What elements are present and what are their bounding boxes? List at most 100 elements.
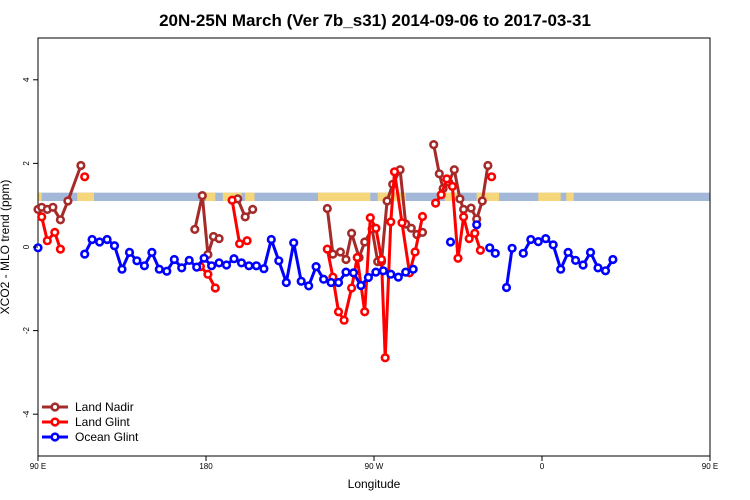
data-point [214,258,224,268]
data-point [593,263,603,273]
data-point [248,204,258,214]
data-point [501,282,512,293]
data-point [397,218,407,228]
data-point [431,198,441,208]
data-point [556,264,566,274]
data-point [406,223,416,233]
series-ocean-glint [33,220,618,293]
data-point [266,234,276,245]
data-point [578,260,588,270]
series-line [505,248,514,288]
data-point [389,167,400,177]
data-point [333,277,344,288]
data-point [442,174,452,184]
data-point [455,194,465,204]
y-tick-label: -2 [22,326,31,334]
data-point [240,212,250,222]
data-point [289,238,299,248]
land-band-segment [206,192,216,202]
data-point [80,249,90,259]
data-point [236,258,247,268]
legend-label: Land Nadir [75,400,134,414]
data-point [139,261,149,271]
x-axis-label: Longitude [348,477,401,491]
data-point [382,196,392,206]
data-point [102,234,112,245]
data-point [162,266,172,276]
data-point [203,269,213,279]
data-point [322,244,332,254]
data-point [570,255,581,266]
data-point [352,252,362,263]
data-point [380,353,390,363]
data-point [378,266,388,276]
data-point [548,240,558,250]
data-point [401,267,411,277]
data-point [221,260,232,270]
data-point [341,254,351,265]
data-point [600,266,611,276]
data-point [470,228,480,238]
data-point [376,254,387,265]
data-point [87,234,97,245]
data-point [244,261,254,271]
y-tick-label: 2 [22,161,31,166]
data-point [434,169,444,179]
data-point [274,256,284,266]
data-point [210,283,220,293]
data-point [518,248,528,258]
data-point [365,213,375,223]
data-point [410,247,420,257]
series-land-glint [37,167,497,363]
data-point [447,181,458,191]
land-band-segment [476,192,500,202]
data-point [154,264,164,274]
data-point [304,281,314,291]
data-point [42,236,52,246]
data-point [483,160,493,171]
data-point [124,247,135,257]
data-point [541,234,551,244]
data-point [360,237,370,247]
data-point [371,267,381,277]
data-point [417,211,428,222]
y-axis-label: XCO2 - MLO trend (ppm) [0,180,12,315]
data-point [55,244,66,254]
data-point [169,254,179,265]
data-point [472,220,482,230]
data-point [132,256,142,266]
series-land-nadir [33,140,493,267]
data-point [386,269,396,279]
data-point [214,234,224,244]
data-point [464,234,474,244]
data-point [117,264,127,274]
data-point [466,203,476,213]
data-point [251,261,261,271]
data-point [347,283,357,293]
x-tick-label: 180 [199,462,213,471]
data-point [177,263,187,273]
data-point [386,217,396,227]
data-point [55,215,66,225]
data-point [487,172,497,182]
land-band-segment [77,192,94,202]
data-point [235,239,245,249]
land-band-segment [444,192,458,202]
series-layer [33,140,618,363]
data-point [147,247,157,257]
data-point [408,264,418,274]
x-tick-label: 90 E [30,462,46,471]
legend-marker [50,417,60,427]
data-point [445,237,456,247]
data-point [449,165,459,175]
data-point [608,254,618,265]
data-point [76,160,86,171]
data-point [429,140,439,150]
data-point [48,202,58,212]
data-point [109,241,120,251]
data-point [207,261,217,271]
legend-item-land-glint: Land Glint [42,415,130,429]
y-tick-label: -4 [22,410,31,418]
